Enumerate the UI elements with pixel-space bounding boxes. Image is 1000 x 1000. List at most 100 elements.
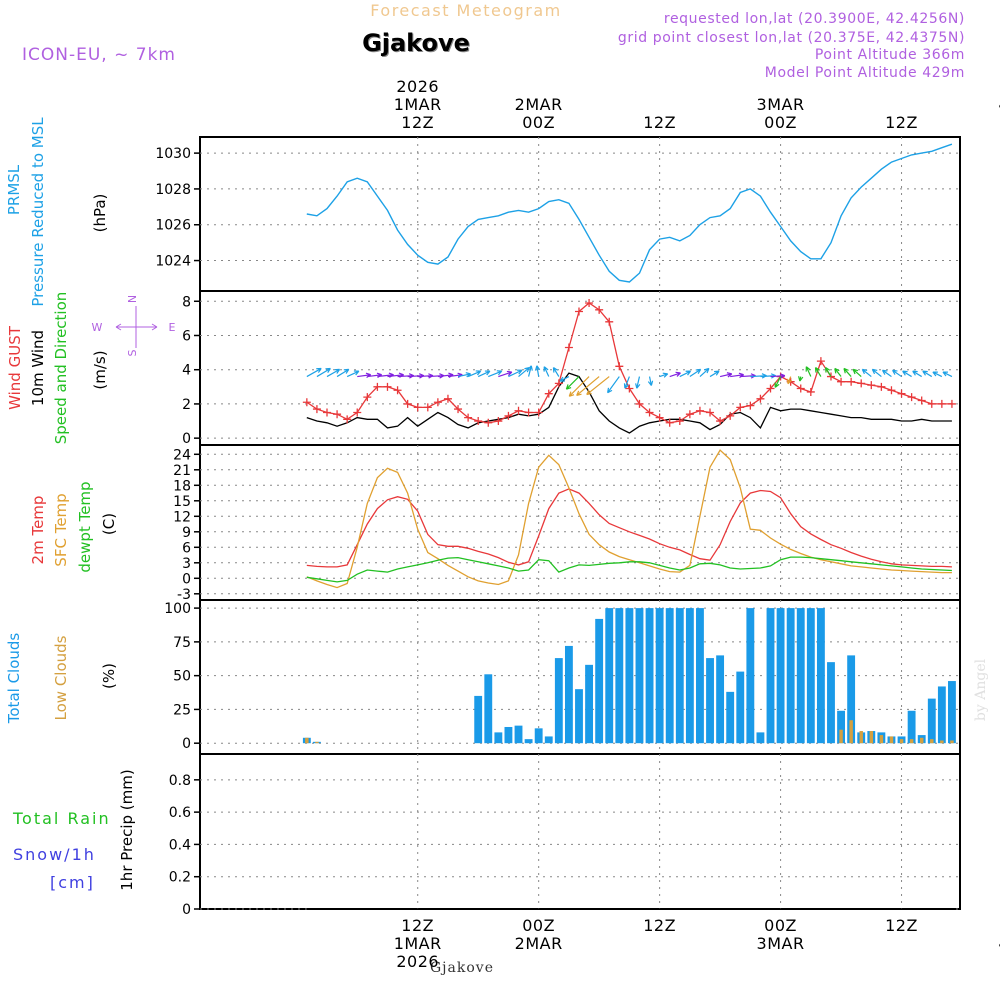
low-clouds-bar <box>849 720 853 744</box>
total-clouds-bar <box>847 655 856 744</box>
gust-marker <box>312 405 321 414</box>
total-clouds-bar <box>655 608 664 744</box>
wind-ylabel-direction: Speed and Direction <box>52 292 70 445</box>
total-clouds-bar <box>645 608 654 744</box>
wind-direction-arrow <box>607 376 620 394</box>
total-clouds-bar <box>706 658 714 744</box>
low-clouds-bar <box>879 735 884 744</box>
low-clouds-bar <box>869 731 874 744</box>
total-clouds-bar <box>907 710 916 744</box>
panel-frame <box>199 753 961 910</box>
time-axis-label: 2MAR <box>515 95 563 114</box>
gust-marker <box>897 389 906 398</box>
gust-marker <box>756 394 765 403</box>
time-axis-label: 00Z <box>522 113 555 132</box>
compass-east: E <box>169 321 176 334</box>
y-tick-label: 6 <box>182 540 191 556</box>
wind-direction-arrow <box>871 368 882 378</box>
temp-ylabel-dewpt: dewpt Temp <box>76 481 94 572</box>
y-tick-label: 0.8 <box>169 773 191 789</box>
clouds-unit: (%) <box>100 663 118 689</box>
time-axis-label: 4MAR <box>998 934 1000 953</box>
time-axis-label: 12Z <box>643 113 676 132</box>
clouds-ylabel-total: Total Clouds <box>5 633 23 725</box>
wind-direction-arrow <box>568 376 590 397</box>
wind-direction-arrow <box>659 372 669 378</box>
panel-frame <box>199 290 961 446</box>
y-tick-label: 1024 <box>155 254 191 270</box>
y-tick-label: 15 <box>173 494 191 510</box>
temp-unit: (C) <box>100 513 118 535</box>
wind-direction-arrow <box>488 370 503 378</box>
time-axis-label: 2026 <box>396 77 439 96</box>
total-clouds-bar <box>756 732 765 744</box>
low-clouds-bar <box>950 740 954 744</box>
wind-direction-arrow <box>552 367 560 377</box>
gust-marker <box>383 382 392 391</box>
gust-marker <box>806 387 815 396</box>
gust-marker <box>595 305 604 314</box>
total-clouds-bar <box>544 736 553 744</box>
wind-direction-arrow <box>576 376 600 397</box>
wind-direction-arrow <box>527 365 533 377</box>
wind-direction-arrow <box>679 370 692 378</box>
temp-2m-line <box>306 488 952 568</box>
gust-marker <box>857 379 866 388</box>
total-clouds-bar <box>575 689 583 744</box>
compass-south: S <box>126 349 139 356</box>
wind-direction-arrow <box>565 376 580 390</box>
low-clouds-bar <box>859 731 863 744</box>
time-axis-label: 3MAR <box>757 934 805 953</box>
total-clouds-bar <box>948 681 956 744</box>
low-clouds-bar <box>889 736 894 744</box>
y-tick-label: 8 <box>182 294 191 310</box>
top-time-axis: 20261MAR12Z2MAR00Z12Z3MAR00Z12Z4MAR00Z <box>394 77 1000 132</box>
y-tick-label: 0.2 <box>169 870 191 886</box>
total-clouds-bar <box>595 618 604 744</box>
wind-direction-arrow <box>498 370 513 378</box>
wind-direction-arrow <box>326 368 341 378</box>
gust-marker <box>393 386 402 395</box>
wind-direction-arrow <box>770 373 786 379</box>
gust-marker <box>736 403 745 412</box>
total-clouds-bar <box>726 691 735 744</box>
y-tick-label: 0 <box>182 902 191 918</box>
wind-direction-arrow <box>316 367 331 378</box>
gust-marker <box>353 408 362 417</box>
gust-marker <box>796 384 805 393</box>
total-clouds-bar <box>605 608 614 744</box>
low-clouds-bar <box>839 729 843 744</box>
gust-marker <box>675 417 684 426</box>
y-tick-label: 1028 <box>155 182 191 198</box>
wind-ylabel-gust: Wind GUST <box>6 325 24 410</box>
y-tick-label: 0.6 <box>169 805 191 821</box>
compass-west: W <box>92 321 103 334</box>
gust-marker <box>494 417 503 426</box>
wind-direction-arrow <box>586 376 610 396</box>
pressure-series-line <box>306 143 953 283</box>
wind-direction-arrow <box>709 370 720 378</box>
pressure-ylabel-2: Pressure Reduced to MSL <box>29 117 47 307</box>
gust-marker <box>413 403 422 412</box>
wind-direction-arrow <box>508 369 523 378</box>
total-clouds-bar <box>494 732 503 744</box>
gust-marker <box>746 401 755 410</box>
y-tick-label: 9 <box>182 525 191 541</box>
wind-direction-arrow <box>902 370 912 378</box>
total-clouds-bar <box>564 645 573 744</box>
gust-marker <box>454 405 463 414</box>
y-tick-label: 1026 <box>155 218 191 234</box>
wind-speed-line <box>306 372 952 434</box>
time-axis-label: 2MAR <box>515 934 563 953</box>
gust-marker <box>333 410 342 419</box>
gust-marker <box>585 298 594 307</box>
wind-direction-arrow <box>786 376 792 385</box>
gust-marker <box>474 417 483 426</box>
temp-ylabel-2m: 2m Temp <box>29 496 47 565</box>
wind-direction-arrow <box>922 370 933 378</box>
gust-marker <box>574 307 583 316</box>
total-clouds-bar <box>585 664 594 744</box>
pressure-ylabel-1: PRMSL <box>5 164 23 215</box>
y-tick-label: 6 <box>182 328 191 344</box>
total-clouds-bar <box>514 725 523 744</box>
